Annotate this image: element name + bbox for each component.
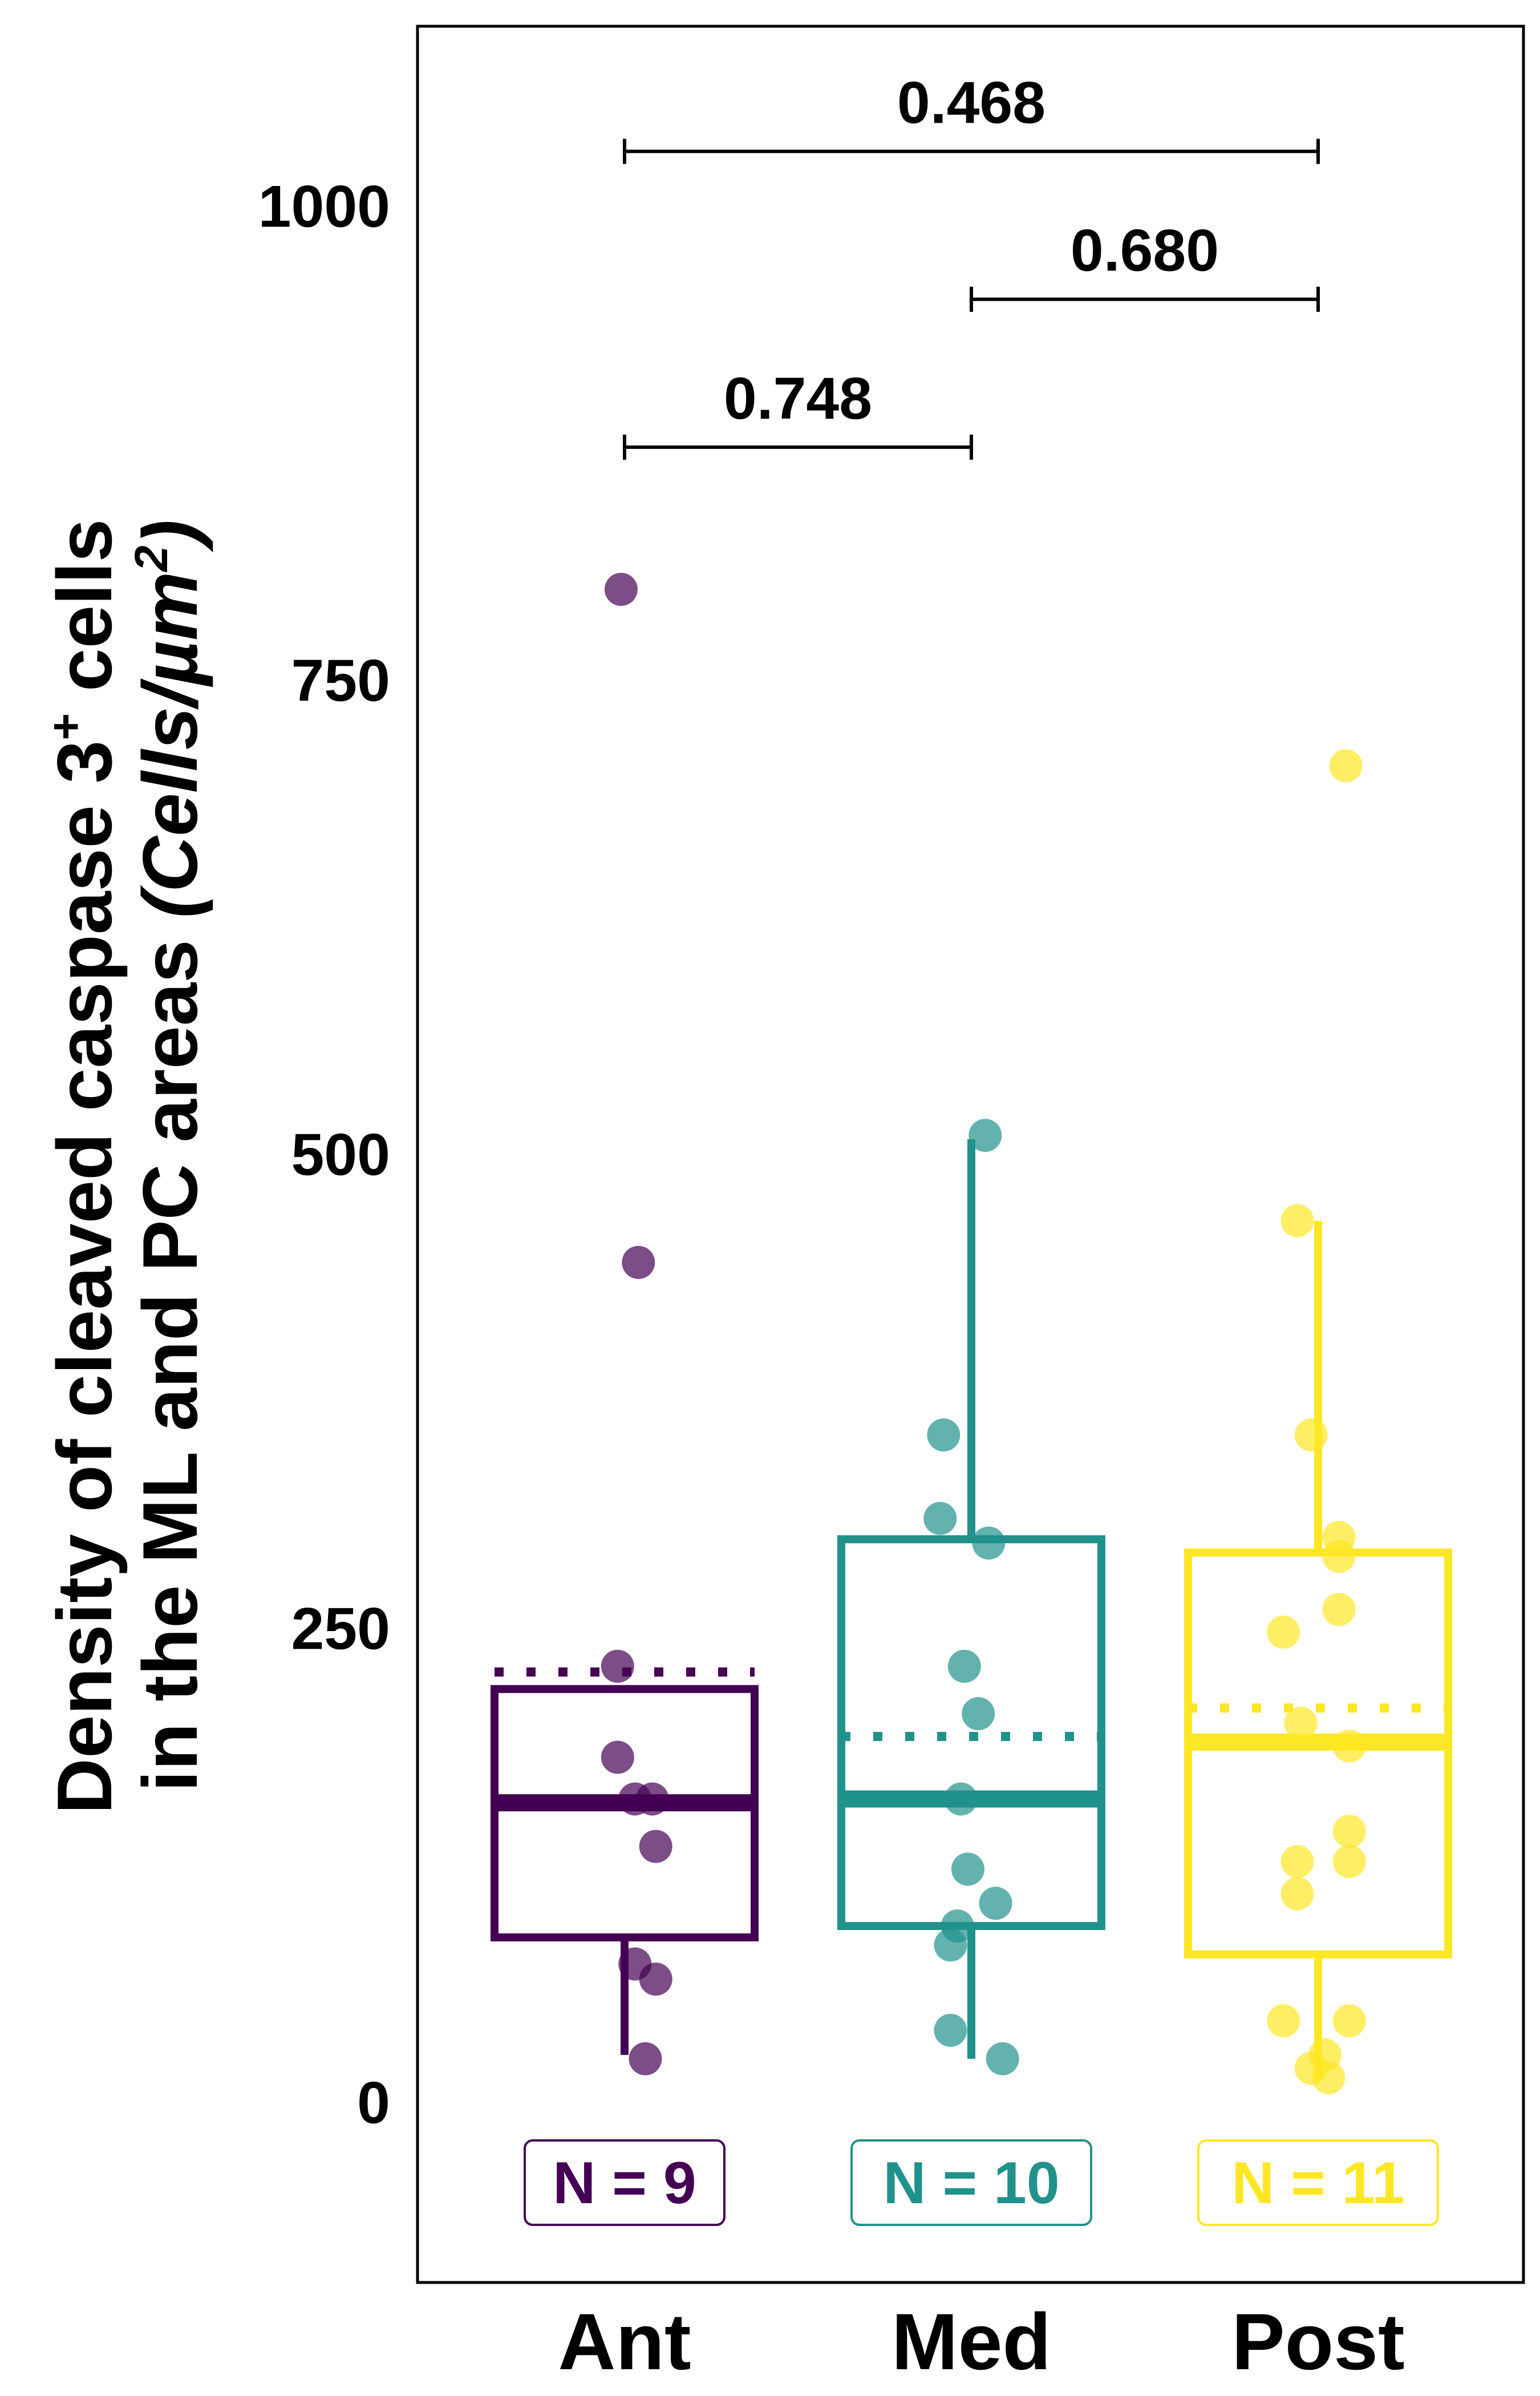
data-point <box>1267 1616 1300 1649</box>
data-point <box>1322 1593 1356 1626</box>
data-point <box>1332 1815 1366 1848</box>
data-point <box>1280 1845 1314 1879</box>
data-point <box>979 1887 1012 1920</box>
data-point <box>1332 1729 1366 1763</box>
y-tick-label: 500 <box>291 1122 390 1188</box>
data-point <box>927 1418 961 1452</box>
data-point <box>1284 1706 1318 1740</box>
comparison-ant-med: 0.748 <box>623 366 973 460</box>
iqr-box <box>1184 1548 1452 1959</box>
data-point <box>601 1649 634 1683</box>
data-point <box>1294 1418 1328 1452</box>
y-axis-title-line1: Density of cleaved caspase 3+ cells <box>40 519 128 1815</box>
y-axis-title-line2: in the ML and PC areas (Cells/µm2) <box>125 520 213 1792</box>
data-point <box>1329 749 1363 783</box>
data-point <box>601 1741 634 1774</box>
data-point <box>962 1697 995 1730</box>
p-value-label: 0.680 <box>1071 218 1219 284</box>
data-point <box>986 2042 1019 2075</box>
box-ant <box>491 1667 759 2055</box>
data-point <box>923 1501 957 1535</box>
data-point <box>639 1962 672 1996</box>
n-label-ant: N = 9 <box>524 2139 726 2226</box>
data-point <box>1332 2004 1366 2038</box>
data-point <box>1312 2061 1346 2095</box>
data-point <box>1280 1204 1314 1237</box>
data-point <box>951 1852 984 1886</box>
data-point <box>635 1782 669 1816</box>
x-tick-label-ant: Ant <box>558 2297 691 2386</box>
x-tick-label-post: Post <box>1231 2297 1404 2386</box>
data-point <box>1332 1845 1366 1879</box>
data-point <box>1322 1540 1356 1573</box>
y-axis-title: Density of cleaved caspase 3+ cells in t… <box>40 497 213 1814</box>
data-point <box>934 1928 967 1962</box>
x-tick-label-med: Med <box>891 2297 1051 2386</box>
data-points <box>601 573 1366 2095</box>
iqr-box <box>491 1685 759 1942</box>
data-point <box>972 1526 1006 1560</box>
boxes <box>491 1139 1452 2078</box>
plot-panel-border <box>416 25 1525 2284</box>
n-label-box <box>524 2139 726 2226</box>
data-point <box>1267 2004 1300 2038</box>
data-point <box>944 1782 978 1816</box>
data-point <box>1280 1877 1314 1911</box>
n-label-text: N = 10 <box>883 2150 1059 2216</box>
n-label-text: N = 9 <box>553 2150 696 2216</box>
data-point <box>639 1830 672 1863</box>
box-med <box>837 1139 1105 2059</box>
p-value-label: 0.748 <box>724 366 872 432</box>
data-point <box>947 1649 981 1683</box>
data-point <box>629 2042 662 2075</box>
y-tick-label: 250 <box>291 1596 390 1662</box>
comparison-ant-post: 0.468 <box>623 70 1320 164</box>
data-point <box>622 1245 655 1279</box>
box-post <box>1184 1220 1452 2078</box>
n-label-post: N = 11 <box>1197 2139 1439 2226</box>
x-axis-labels: Ant Med Post <box>558 2297 1404 2386</box>
data-point <box>604 573 638 606</box>
y-tick-label: 1000 <box>258 174 390 240</box>
y-tick-label: 0 <box>357 2070 390 2136</box>
comparison-brackets: 0.748 0.680 0.468 <box>623 70 1320 460</box>
p-value-label: 0.468 <box>897 70 1045 136</box>
n-label-box <box>850 2139 1092 2226</box>
data-point <box>934 2013 967 2047</box>
n-label-text: N = 11 <box>1231 2150 1405 2216</box>
data-point <box>968 1119 1002 1152</box>
y-axis-ticks: 0 250 500 750 1000 <box>258 174 390 2136</box>
n-label-med: N = 10 <box>850 2139 1092 2226</box>
comparison-med-post: 0.680 <box>970 218 1320 312</box>
y-tick-label: 750 <box>291 648 390 714</box>
sample-size-labels: N = 9 N = 10 N = 11 <box>524 2139 1439 2226</box>
n-label-box <box>1197 2139 1439 2226</box>
